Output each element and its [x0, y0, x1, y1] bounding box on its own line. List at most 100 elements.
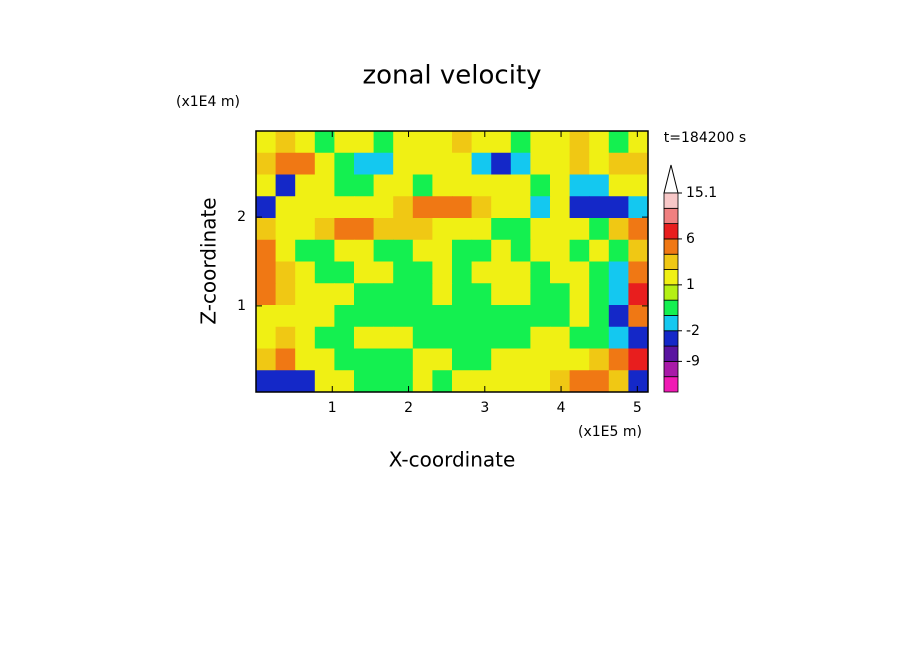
contour-cell [373, 174, 394, 197]
contour-cell [314, 305, 335, 328]
contour-cell [569, 131, 590, 154]
contour-cell [393, 305, 414, 328]
contour-cell [608, 152, 629, 175]
contour-cell [608, 348, 629, 371]
contour-cell [471, 370, 492, 393]
contour-cell [412, 348, 433, 371]
contour-cell [491, 131, 512, 154]
contour-cell [530, 283, 551, 306]
contour-cell [432, 196, 453, 219]
contour-cell [608, 131, 629, 154]
contour-cell [550, 326, 571, 349]
colorbar-bin [663, 207, 679, 225]
colorbar-bin [663, 223, 679, 240]
time-label: t=184200 s [664, 130, 746, 146]
colorbar-bin [663, 345, 679, 362]
contour-cell [569, 218, 590, 241]
contour-cell [354, 370, 375, 393]
plot-frame [255, 130, 649, 393]
contour-cell [412, 239, 433, 262]
colorbar-bin [663, 238, 679, 255]
chart-title: zonal velocity [362, 61, 541, 91]
contour-cell [412, 152, 433, 175]
contour-cell [393, 348, 414, 371]
contour-cell [314, 348, 335, 371]
contour-cell [354, 174, 375, 197]
colorbar-bin [663, 376, 679, 393]
contour-cell [628, 239, 649, 262]
contour-cell [530, 348, 551, 371]
contour-cell [256, 174, 277, 197]
contour-cell [412, 174, 433, 197]
contour-cell [275, 131, 296, 154]
contour-cell [510, 218, 531, 241]
contour-cell [471, 196, 492, 219]
contour-cell [452, 348, 473, 371]
contour-field [256, 131, 649, 393]
y-tick-label: 2 [237, 209, 246, 225]
contour-cell [256, 283, 277, 306]
contour-cell [530, 218, 551, 241]
colorbar-label: 1 [686, 277, 695, 293]
contour-cell [510, 152, 531, 175]
contour-cell [393, 131, 414, 154]
contour-cell [295, 174, 316, 197]
contour-cell [275, 370, 296, 393]
contour-cell [550, 261, 571, 284]
contour-cell [471, 152, 492, 175]
contour-cell [589, 239, 610, 262]
contour-cell [510, 370, 531, 393]
contour-cell [589, 174, 610, 197]
contour-cell [530, 196, 551, 219]
contour-cell [608, 370, 629, 393]
contour-cell [510, 261, 531, 284]
contour-cell [412, 326, 433, 349]
contour-cell [452, 131, 473, 154]
colorbar-label: 6 [686, 231, 695, 247]
contour-cell [295, 239, 316, 262]
x-unit: (x1E5 m) [578, 424, 642, 440]
contour-cell [608, 218, 629, 241]
contour-cell [550, 152, 571, 175]
contour-cell [373, 305, 394, 328]
contour-cell [373, 326, 394, 349]
contour-cell [569, 239, 590, 262]
contour-cell [510, 239, 531, 262]
x-tick-label: 3 [480, 400, 489, 416]
contour-cell [452, 283, 473, 306]
contour-cell [569, 283, 590, 306]
x-tick-label: 2 [404, 400, 413, 416]
contour-cell [452, 326, 473, 349]
contour-cell [275, 152, 296, 175]
contour-cell [589, 326, 610, 349]
contour-cell [569, 174, 590, 197]
contour-cell [275, 196, 296, 219]
contour-cell [471, 305, 492, 328]
contour-cell [373, 218, 394, 241]
colorbar-bin [663, 360, 679, 378]
contour-cell [393, 196, 414, 219]
contour-cell [550, 174, 571, 197]
contour-cell [452, 305, 473, 328]
contour-cell [471, 283, 492, 306]
contour-cell [452, 152, 473, 175]
contour-cell [432, 305, 453, 328]
contour-cell [471, 174, 492, 197]
contour-cell [550, 283, 571, 306]
contour-cell [393, 152, 414, 175]
colorbar-label: 15.1 [686, 185, 717, 201]
contour-cell [452, 218, 473, 241]
contour-cell [275, 218, 296, 241]
contour-cell [550, 370, 571, 393]
contour-cell [471, 348, 492, 371]
contour-cell [569, 348, 590, 371]
contour-cell [295, 196, 316, 219]
contour-cell [295, 326, 316, 349]
contour-cell [628, 131, 649, 154]
contour-cell [275, 326, 296, 349]
contour-cell [608, 283, 629, 306]
contour-cell [295, 152, 316, 175]
contour-cell [452, 261, 473, 284]
contour-cell [334, 261, 355, 284]
